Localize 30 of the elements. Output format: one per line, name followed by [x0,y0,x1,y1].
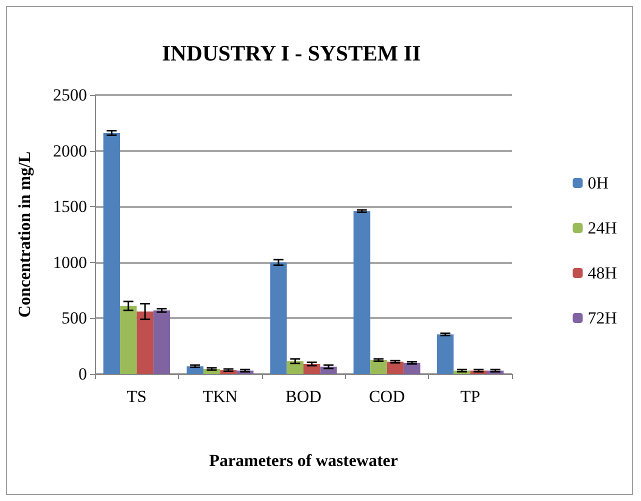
bar [436,334,454,374]
legend-label: 24H [588,218,618,238]
chart-title: INDUSTRY I - SYSTEM II [162,40,421,66]
y-axis-title: Concentration in mg/L [15,151,34,318]
x-tick-label: TP [460,387,480,406]
x-tick-label: COD [368,387,405,406]
legend-label: 0H [588,174,609,192]
bar [304,364,320,374]
bar [136,312,154,374]
y-tick-label: 0 [78,364,87,384]
bar [120,306,137,374]
y-tick-label: 1500 [53,197,87,216]
bar [270,262,287,374]
x-axis-title: Parameters of wastewater [209,451,398,470]
bar [153,310,170,374]
bar [286,361,304,374]
bar [103,132,120,374]
bar [404,362,420,374]
x-tick-label: BOD [286,387,322,406]
x-tick-label: TS [126,387,147,406]
legend-label: 48H [588,264,618,282]
y-tick-label: 2500 [53,86,87,104]
y-tick-label: 500 [62,308,87,328]
y-tick-label: 1000 [53,252,87,272]
x-tick-label: TKN [202,387,238,406]
bar [354,211,370,374]
bar [386,362,404,374]
bar [370,360,387,374]
y-tick-label: 2000 [53,141,87,160]
legend-label: 72H [588,308,618,328]
